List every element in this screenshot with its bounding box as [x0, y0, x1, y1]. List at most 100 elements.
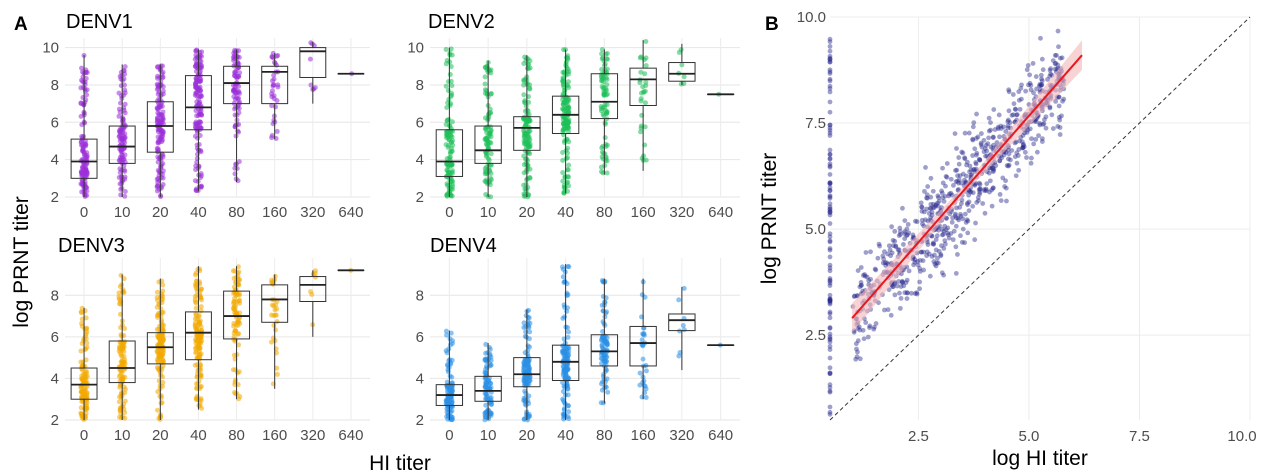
data-point [231, 334, 237, 340]
data-point [868, 249, 873, 255]
data-point [939, 270, 945, 276]
data-point [1019, 82, 1024, 88]
box-iqr [146, 101, 174, 153]
data-point [1043, 114, 1049, 120]
data-point [986, 115, 992, 121]
data-point [449, 193, 455, 199]
y-tick-label: 2.5 [805, 327, 826, 344]
data-point [565, 174, 571, 180]
data-point [917, 257, 923, 263]
data-point [889, 250, 895, 256]
data-point [604, 340, 610, 346]
box-panel-denv2: 2 4 6 8 10 0 10 20 40 80 160 320 640 DENV2 [407, 11, 740, 221]
data-point [601, 88, 607, 94]
data-point [639, 394, 645, 400]
data-point [523, 122, 529, 128]
data-point [521, 77, 527, 83]
y-tick-label: 2 [416, 412, 424, 429]
data-point [827, 161, 833, 167]
data-point [194, 316, 200, 322]
data-point [638, 125, 644, 131]
data-point [640, 356, 646, 362]
data-point [989, 203, 995, 209]
data-point [155, 358, 161, 364]
data-point [158, 313, 164, 319]
x-tick-label: 40 [190, 204, 207, 221]
data-point [827, 180, 833, 186]
data-point [948, 190, 954, 196]
data-point [948, 176, 954, 182]
data-point [990, 185, 996, 191]
data-point [79, 389, 85, 395]
data-point [449, 416, 455, 422]
x-tick-label: 40 [557, 204, 574, 221]
data-point [272, 273, 278, 279]
data-point [1060, 98, 1065, 104]
data-point [447, 123, 453, 129]
data-point [873, 267, 879, 273]
data-point [194, 113, 200, 119]
panel-title: DENV3 [58, 235, 125, 257]
data-point [449, 186, 455, 192]
data-point [155, 146, 161, 152]
data-point [236, 48, 242, 54]
x-tick-label: 10 [114, 427, 131, 444]
data-point [271, 323, 277, 329]
data-point [918, 200, 924, 206]
data-point [271, 82, 277, 88]
data-point [978, 140, 984, 146]
data-point [565, 292, 571, 298]
data-point [679, 62, 685, 68]
x-tick-label: 80 [228, 204, 245, 221]
box-iqr [70, 138, 98, 179]
data-point [79, 316, 85, 322]
data-point [892, 238, 898, 244]
data-point [484, 358, 490, 364]
data-point [443, 328, 449, 334]
data-point [642, 71, 648, 77]
data-point [954, 205, 959, 211]
data-point [933, 203, 939, 209]
data-point [958, 211, 963, 217]
data-point [444, 132, 450, 138]
data-point [871, 326, 877, 332]
data-point [484, 130, 490, 136]
data-point [79, 373, 85, 379]
data-point [1024, 155, 1029, 160]
data-point [275, 84, 281, 90]
data-point [1054, 52, 1059, 58]
data-point [235, 96, 241, 102]
x-tick-label: 640 [338, 427, 363, 444]
data-point [681, 74, 687, 80]
data-point [194, 324, 200, 330]
data-point [122, 193, 128, 199]
data-point [193, 186, 199, 192]
data-point [446, 142, 452, 148]
data-point [523, 390, 529, 396]
data-point [79, 394, 85, 400]
data-point [965, 230, 971, 236]
data-point [117, 109, 123, 115]
data-point [562, 348, 568, 354]
data-point [122, 357, 128, 363]
data-point [602, 120, 608, 126]
data-point [641, 89, 647, 95]
data-point [483, 141, 489, 147]
data-point [233, 133, 239, 139]
data-point [827, 209, 833, 215]
y-tick-label: 2 [51, 189, 59, 206]
data-point [193, 119, 199, 125]
data-point [269, 91, 275, 97]
data-point [231, 352, 237, 358]
data-point [273, 327, 279, 333]
data-point [78, 310, 84, 316]
data-point [643, 63, 649, 69]
data-point [275, 52, 281, 58]
data-point [447, 149, 453, 155]
data-point [964, 159, 970, 165]
data-point [599, 84, 605, 90]
data-point [443, 61, 449, 67]
data-point [527, 86, 533, 92]
data-point [565, 334, 571, 340]
y-tick-label: 6 [416, 114, 424, 131]
